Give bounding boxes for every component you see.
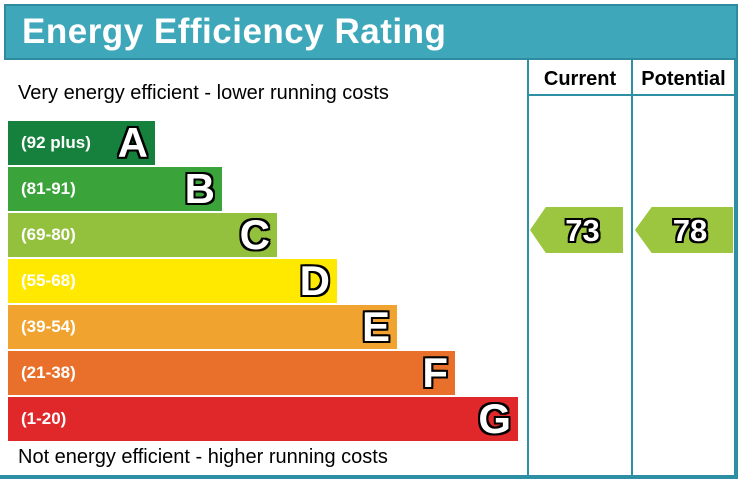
chart-bottom-border bbox=[0, 475, 738, 479]
band-f-letter: F bbox=[422, 349, 448, 396]
band-f-range: (21-38) bbox=[21, 363, 76, 382]
potential-column-header: Potential bbox=[641, 67, 726, 90]
potential-rating-value: 78 bbox=[672, 212, 708, 248]
table-border-left bbox=[527, 60, 529, 475]
potential-rating-arrow: 78 bbox=[635, 207, 733, 253]
band-d-letter: D bbox=[299, 257, 330, 304]
band-e-letter: E bbox=[361, 303, 390, 350]
chart-header: Energy Efficiency Rating bbox=[4, 4, 738, 60]
band-b-range: (81-91) bbox=[21, 179, 76, 198]
band-e: (39-54) E bbox=[8, 305, 397, 349]
table-border-right bbox=[734, 60, 738, 475]
current-rating-arrow: 73 bbox=[530, 207, 623, 253]
band-b-letter: B bbox=[184, 165, 215, 212]
table-header-separator bbox=[527, 94, 738, 96]
band-f: (21-38) F bbox=[8, 351, 455, 395]
band-a: (92 plus) A bbox=[8, 121, 155, 165]
band-a-letter: A bbox=[117, 119, 148, 166]
table-border-middle bbox=[631, 60, 633, 475]
bottom-note: Not energy efficient - higher running co… bbox=[18, 446, 388, 468]
current-rating-value: 73 bbox=[565, 212, 600, 248]
band-g-letter: G bbox=[478, 395, 511, 442]
band-a-range: (92 plus) bbox=[21, 133, 91, 152]
top-note: Very energy efficient - lower running co… bbox=[18, 82, 389, 104]
band-d: (55-68) D bbox=[8, 259, 337, 303]
band-g-range: (1-20) bbox=[21, 409, 67, 428]
current-column-header: Current bbox=[543, 67, 617, 90]
band-c-range: (69-80) bbox=[21, 225, 76, 244]
band-c: (69-80) C bbox=[8, 213, 277, 257]
band-b: (81-91) B bbox=[8, 167, 222, 211]
band-d-range: (55-68) bbox=[21, 271, 76, 290]
chart-title: Energy Efficiency Rating bbox=[22, 12, 447, 51]
band-e-range: (39-54) bbox=[21, 317, 76, 336]
band-g: (1-20) G bbox=[8, 397, 518, 441]
band-c-letter: C bbox=[239, 211, 270, 258]
